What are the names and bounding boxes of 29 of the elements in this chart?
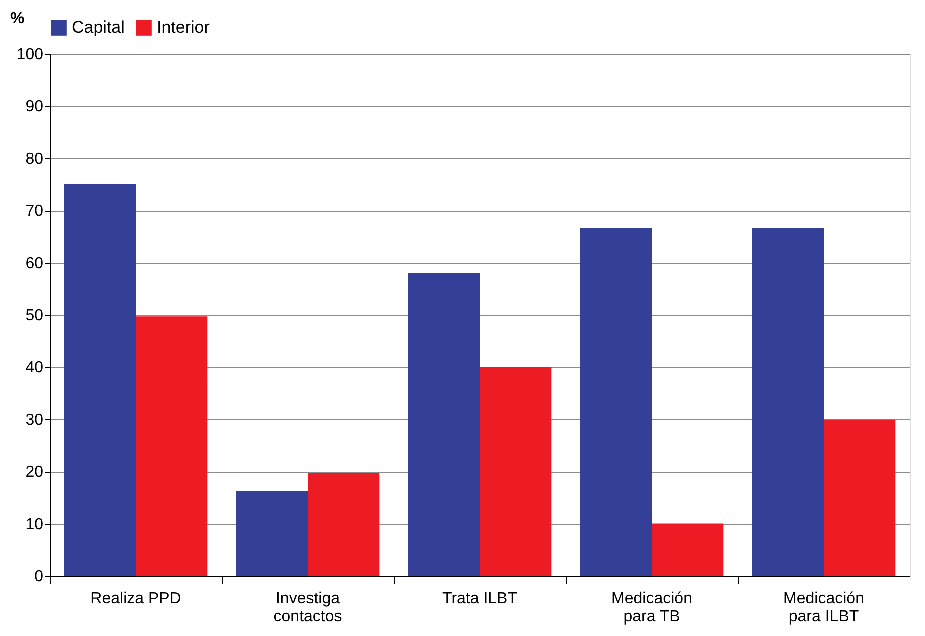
y-tick-label: 60: [26, 255, 44, 272]
x-tick-label: Medicación para TB: [612, 590, 692, 626]
y-tick-label: 0: [34, 568, 44, 586]
legend-label: Interior: [157, 18, 210, 37]
y-tick-label: 50: [26, 308, 44, 324]
x-tick-label: Medicación para ILBT: [784, 590, 864, 626]
y-tick-label: 70: [26, 203, 44, 220]
bar: [652, 524, 724, 576]
bar: [64, 184, 136, 576]
bar: [408, 273, 480, 576]
bar: [136, 316, 208, 576]
bar: [752, 228, 824, 576]
x-tick-label: Investiga contactos: [274, 590, 342, 626]
y-tick-label: 90: [26, 98, 44, 116]
legend-label: Capital: [72, 18, 125, 37]
y-tick-label: 80: [26, 150, 44, 168]
y-axis-title: %: [10, 10, 25, 28]
bar: [308, 473, 380, 576]
bar: [236, 491, 308, 576]
y-tick-label: 10: [26, 516, 44, 534]
y-tick-label: 30: [26, 412, 44, 429]
y-tick-label: 40: [26, 360, 44, 377]
bar: [824, 420, 896, 576]
x-tick-label: Trata ILBT: [442, 590, 518, 608]
bar: [580, 228, 652, 576]
bar: [480, 367, 552, 576]
y-tick-label: 100: [16, 46, 44, 64]
x-tick-label: Realiza PPD: [90, 590, 182, 608]
y-tick-label: 20: [26, 464, 44, 482]
